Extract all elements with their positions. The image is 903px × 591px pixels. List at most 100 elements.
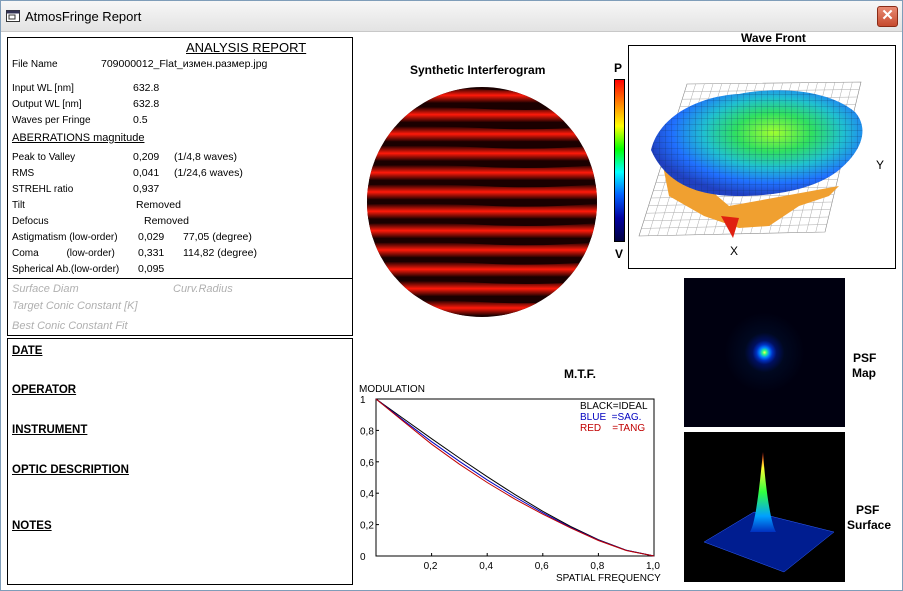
interference-fringe — [367, 87, 597, 104]
interferogram-background — [367, 87, 597, 317]
aberrations-heading: ABERRATIONS magnitude — [12, 132, 145, 144]
mtf-y-axis-title: MODULATION — [359, 384, 425, 395]
strehl-label: STREHL ratio — [12, 184, 74, 195]
color-scale-bar — [614, 79, 625, 242]
interference-fringe — [367, 145, 597, 162]
report-divider — [8, 278, 352, 279]
spherical-label: Spherical Ab.(low-order) — [12, 264, 120, 275]
target-conic-label: Target Conic Constant [K] — [12, 300, 138, 312]
mtf-x-axis-title: SPATIAL FREQUENCY — [556, 573, 661, 584]
best-conic-label: Best Conic Constant Fit — [12, 320, 128, 332]
psf-map-label-1: PSF — [853, 351, 877, 365]
x-tick-label: 0,6 — [535, 561, 549, 572]
rms-value: 0,041 — [133, 167, 160, 179]
y-tick-label: 0,2 — [360, 521, 374, 532]
interferogram-title: Synthetic Interferogram — [410, 63, 546, 77]
notes-label: NOTES — [12, 520, 52, 532]
scale-bottom-label: V — [615, 247, 624, 261]
interference-fringe — [367, 106, 597, 123]
interference-fringe — [367, 222, 597, 239]
ptv-label: Peak to Valley — [12, 152, 76, 163]
wavefront-title: Wave Front — [741, 31, 806, 45]
waves-per-fringe-label: Waves per Fringe — [12, 115, 91, 126]
strehl-value: 0,937 — [133, 183, 160, 195]
wavefront-spike — [721, 216, 739, 238]
interference-fringe — [367, 242, 597, 258]
file-name-label: File Name — [12, 59, 58, 70]
input-wl-label: Input WL [nm] — [12, 83, 74, 94]
x-tick-label: 0,4 — [479, 561, 493, 572]
interference-fringe — [367, 164, 597, 181]
instrument-label: INSTRUMENT — [12, 424, 88, 436]
file-name-value: 709000012_Flat_измен.размер.jpg — [101, 58, 268, 70]
window-title: AtmosFringe Report — [25, 9, 142, 24]
x-tick-label: 0,8 — [590, 561, 604, 572]
interference-fringe — [367, 300, 597, 316]
title-bar: AtmosFringe Report ✕ — [1, 1, 902, 32]
surface-diam-label: Surface Diam — [12, 283, 79, 295]
base-grid — [638, 81, 862, 237]
info-panel: DATE OPERATOR INSTRUMENT OPTIC DESCRIPTI… — [7, 338, 353, 585]
output-wl-value: 632.8 — [133, 98, 160, 110]
interference-fringe — [367, 184, 597, 200]
output-wl-label: Output WL [nm] — [12, 99, 82, 110]
x-tick-label: 0,2 — [424, 561, 438, 572]
y-tick-label: 0,6 — [360, 458, 374, 469]
psf-surface-label-1: PSF — [856, 503, 880, 517]
app-icon — [6, 10, 20, 22]
analysis-report-panel: ANALYSIS REPORT File Name 709000012_Flat… — [7, 37, 353, 336]
psf-surface-label-2: Surface — [847, 518, 892, 532]
optic-description-label: OPTIC DESCRIPTION — [12, 464, 129, 476]
mtf-chart: MODULATION SPATIAL FREQUENCY 0 0,2 0,4 0,6 0… — [359, 384, 661, 584]
coma-degree: 114,82 (degree) — [183, 247, 257, 259]
mtf-legend-entry: RED =TANG — [580, 423, 645, 434]
curv-radius-label: Curv.Radius — [173, 283, 233, 295]
synthetic-interferogram — [367, 87, 597, 317]
interference-fringe — [367, 261, 597, 278]
rms-waves: (1/24,6 waves) — [174, 167, 243, 179]
y-axis-label: Y — [876, 158, 885, 172]
psf-base — [704, 512, 834, 572]
defocus-label: Defocus — [12, 216, 49, 227]
scale-top-label: P — [614, 61, 623, 75]
y-tick-label: 0,4 — [360, 489, 374, 500]
psf-map-label-2: Map — [852, 366, 876, 380]
defocus-value: Removed — [144, 215, 189, 227]
coma-value: 0,331 — [138, 247, 165, 259]
mtf-plot-frame — [375, 398, 655, 557]
tilt-value: Removed — [136, 199, 181, 211]
wavefront-surface-plot — [638, 81, 863, 238]
mtf-legend-entry: BLACK=IDEAL — [580, 401, 648, 412]
interference-fringe — [367, 126, 597, 142]
ptv-waves: (1/4,8 waves) — [174, 151, 238, 163]
astigmatism-degree: 77,05 (degree) — [183, 231, 252, 243]
ptv-value: 0,209 — [133, 151, 160, 163]
rms-label: RMS — [12, 168, 35, 179]
psf-base-edge — [703, 511, 835, 573]
astigmatism-value: 0,029 — [138, 231, 165, 243]
psf-surface-plot — [703, 452, 835, 573]
astigmatism-label: Astigmatism (low-order) — [12, 232, 118, 243]
waves-per-fringe-value: 0.5 — [133, 114, 148, 126]
y-tick-label: 0,8 — [360, 426, 374, 437]
interference-fringe — [367, 203, 597, 220]
spherical-value: 0,095 — [138, 263, 165, 275]
interference-fringe — [367, 280, 597, 297]
x-tick-label: 1,0 — [646, 561, 660, 572]
operator-label: OPERATOR — [12, 384, 77, 396]
input-wl-value: 632.8 — [133, 82, 160, 94]
mtf-title: M.T.F. — [564, 367, 596, 381]
mtf-series-tang — [375, 398, 655, 557]
tilt-label: Tilt — [12, 200, 25, 211]
y-tick-label: 0 — [360, 552, 366, 563]
psf-map — [684, 278, 845, 427]
close-icon: ✕ — [881, 7, 894, 24]
psf-peak — [750, 452, 776, 532]
mtf-legend-entry: BLUE =SAG. — [580, 412, 641, 423]
wavefront-mesh — [651, 90, 863, 196]
coma-label: Coma (low-order) — [12, 248, 115, 259]
close-button[interactable]: ✕ — [877, 6, 898, 27]
date-label: DATE — [12, 345, 43, 357]
wavefront-skirt — [659, 146, 839, 228]
